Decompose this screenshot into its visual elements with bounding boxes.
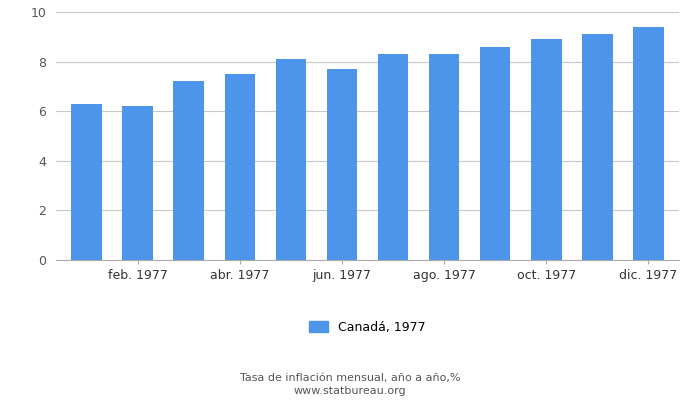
Bar	[378, 54, 408, 260]
Text: www.statbureau.org: www.statbureau.org	[294, 386, 406, 396]
Bar	[276, 59, 306, 260]
Bar	[174, 82, 204, 260]
Bar	[633, 27, 664, 260]
Legend: Canadá, 1977: Canadá, 1977	[304, 316, 430, 339]
Bar	[327, 69, 357, 260]
Bar	[225, 74, 256, 260]
Bar	[429, 54, 459, 260]
Bar	[71, 104, 102, 260]
Bar	[582, 34, 612, 260]
Bar	[531, 39, 561, 260]
Bar	[480, 47, 510, 260]
Bar	[122, 106, 153, 260]
Text: Tasa de inflación mensual, año a año,%: Tasa de inflación mensual, año a año,%	[239, 373, 461, 383]
